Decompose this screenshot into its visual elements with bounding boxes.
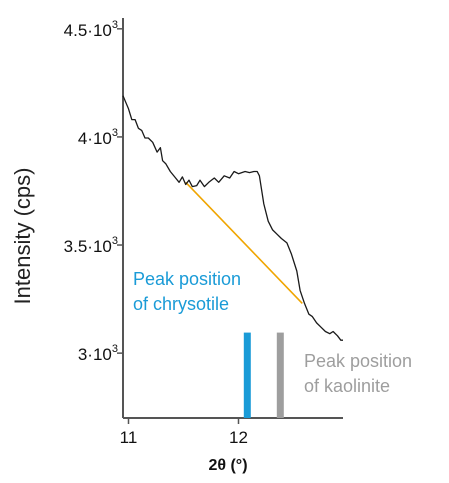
x-tick-label: 12	[229, 428, 248, 447]
series-line	[122, 95, 343, 341]
y-tick-label: 3·103	[78, 343, 118, 364]
peak-marker-label: Peak position	[133, 269, 241, 289]
peak-marker-label: of chrysotile	[133, 294, 229, 314]
y-axis-title: Intensity (cps)	[10, 168, 35, 305]
peak-marker-label: Peak position	[304, 351, 412, 371]
tick-marks: 3·103 3.5·103 4·103 4.5·103 11 12	[64, 19, 248, 447]
x-axis-title: 2θ (°)	[208, 457, 247, 474]
peak-marker-bar	[276, 332, 284, 418]
peak-marker-bar	[243, 332, 251, 418]
x-tick-label: 11	[120, 428, 138, 447]
peak-marker-label: of kaolinite	[304, 376, 390, 396]
series-layer	[122, 95, 343, 341]
y-tick-label: 4·103	[78, 127, 118, 148]
y-tick-label: 4.5·103	[64, 19, 118, 40]
y-tick-label: 3.5·103	[64, 235, 118, 256]
baseline-line	[185, 181, 303, 304]
peak-markers	[243, 332, 284, 418]
annotations: Peak position of chrysotile Peak position o…	[133, 269, 412, 396]
